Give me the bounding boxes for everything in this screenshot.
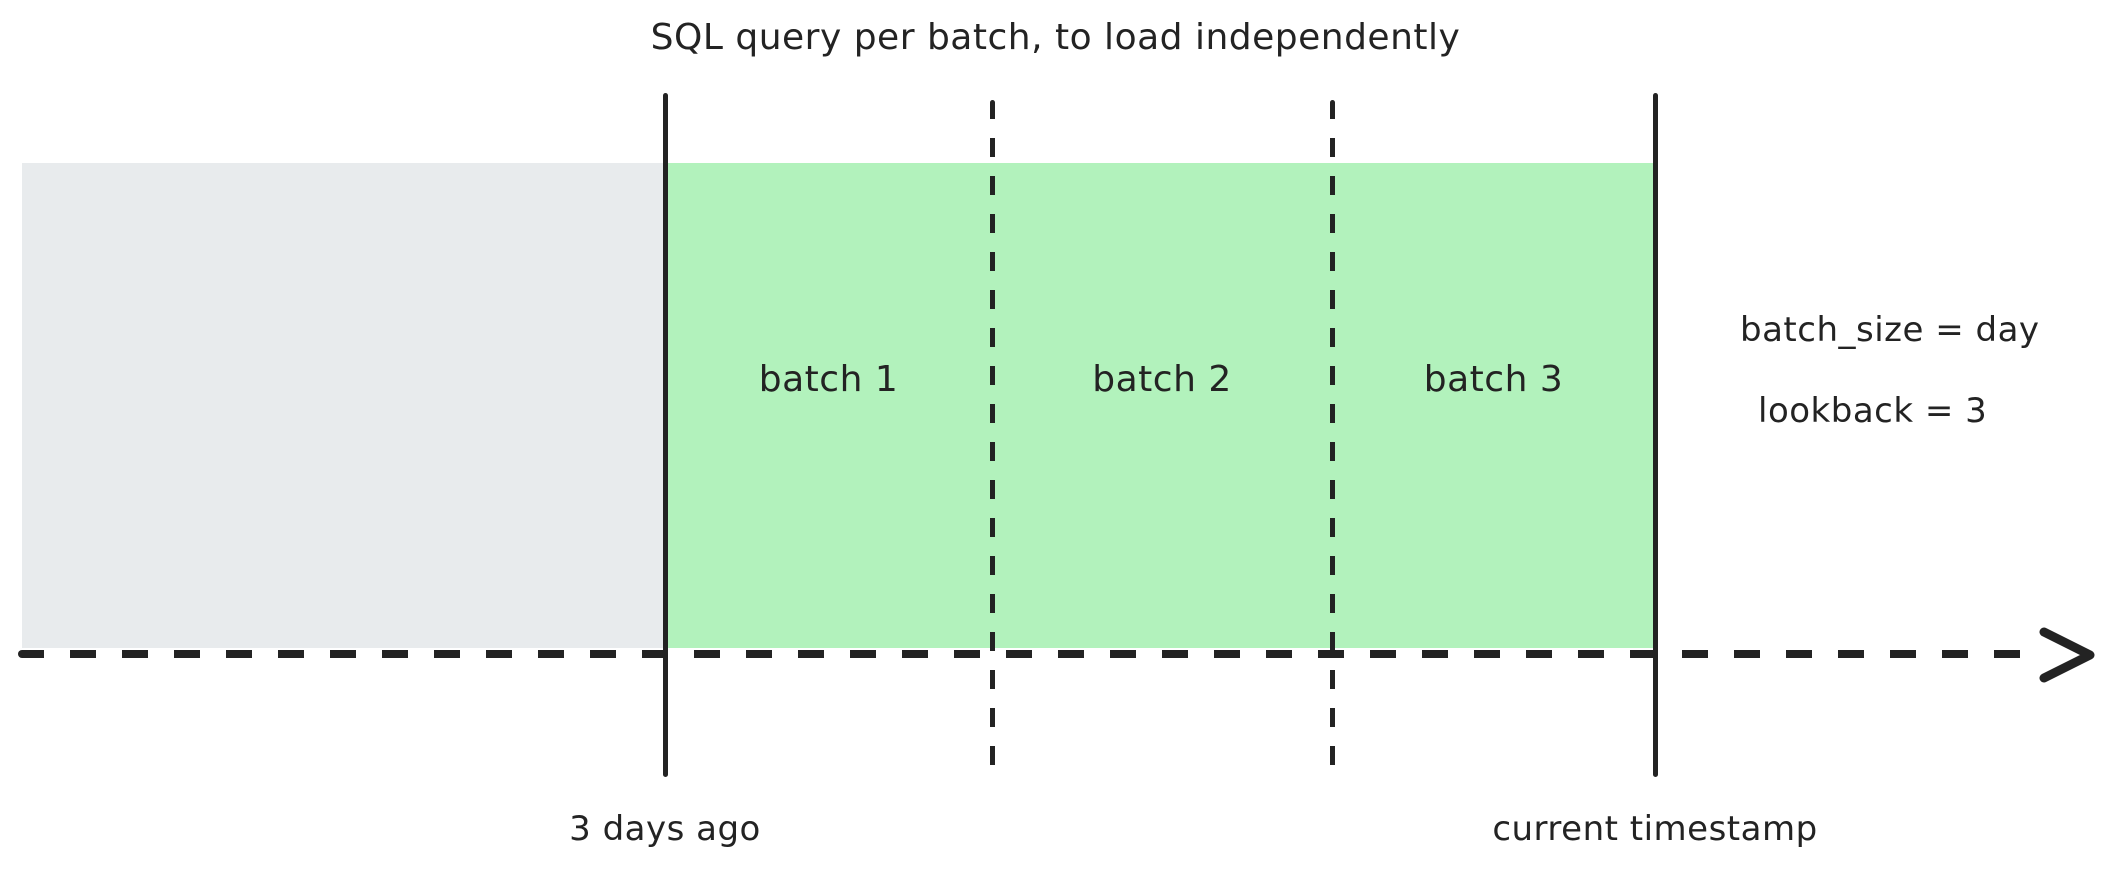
batch-label: batch 1 bbox=[758, 359, 899, 400]
axis-tick-label-end: current timestamp bbox=[1492, 809, 1818, 849]
batch-2-3-divider-line bbox=[1330, 100, 1335, 775]
diagram-title: SQL query per batch, to load independent… bbox=[650, 17, 1461, 58]
right-arrow-icon bbox=[2039, 627, 2095, 683]
batch-label: batch 3 bbox=[1423, 359, 1564, 400]
annotation-lookback: lookback = 3 bbox=[1758, 391, 1988, 431]
lookback-window-band bbox=[665, 163, 1655, 648]
annotation-batch-size: batch_size = day bbox=[1740, 310, 2040, 350]
boundary-line-start bbox=[663, 93, 668, 777]
past-region-band bbox=[22, 163, 665, 648]
batch-1-2-divider-line bbox=[990, 100, 995, 775]
axis-tick-label-start: 3 days ago bbox=[569, 809, 761, 849]
timeline-axis bbox=[18, 650, 2046, 658]
boundary-line-now bbox=[1653, 93, 1658, 777]
batch-label: batch 2 bbox=[1092, 359, 1232, 400]
